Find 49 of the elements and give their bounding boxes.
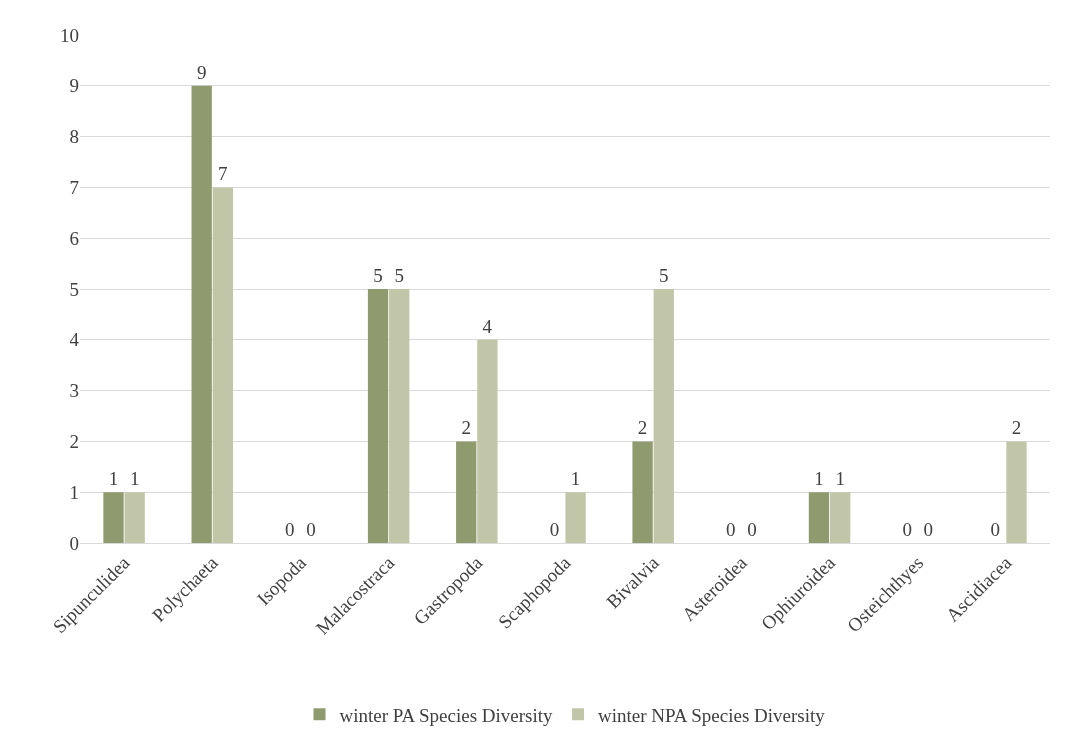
y-tick-label: 2 xyxy=(69,431,79,453)
data-label: 7 xyxy=(218,163,228,185)
bar xyxy=(1006,441,1027,543)
data-label: 0 xyxy=(990,519,1001,540)
data-label: 9 xyxy=(196,61,207,83)
data-label: 1 xyxy=(570,468,581,490)
bar xyxy=(103,492,124,543)
bar xyxy=(653,289,674,543)
y-tick-label: 1 xyxy=(69,481,79,503)
bar xyxy=(829,492,851,543)
bar xyxy=(212,187,234,543)
data-label: 5 xyxy=(659,265,669,286)
y-tick-label: 0 xyxy=(69,532,79,554)
data-label: 2 xyxy=(637,417,648,439)
data-label: 4 xyxy=(482,315,493,337)
bar xyxy=(477,339,498,543)
bar xyxy=(367,289,389,543)
y-tick-label: 10 xyxy=(60,24,79,46)
bar xyxy=(808,492,830,543)
bar xyxy=(389,289,410,543)
data-label: 2 xyxy=(1011,417,1022,439)
data-label: 0 xyxy=(923,519,934,540)
data-label: 0 xyxy=(726,519,736,540)
data-label: 0 xyxy=(306,519,316,540)
data-label: 1 xyxy=(129,468,140,490)
data-label: 1 xyxy=(814,468,824,490)
y-tick-label: 5 xyxy=(69,278,79,300)
bar xyxy=(456,441,477,543)
data-label: 0 xyxy=(285,519,295,540)
data-label: 2 xyxy=(461,417,471,439)
data-label: 0 xyxy=(902,519,912,540)
data-label: 0 xyxy=(747,519,757,540)
data-label: 0 xyxy=(549,519,560,540)
bar xyxy=(124,492,145,543)
data-label: 5 xyxy=(394,265,404,286)
y-tick-label: 6 xyxy=(69,227,79,249)
y-tick-label: 4 xyxy=(69,329,80,351)
y-tick-label: 9 xyxy=(69,75,79,97)
legend-label: winter PA Species Diversity xyxy=(339,704,554,726)
legend-label: winter NPA Species Diversity xyxy=(598,704,826,726)
y-tick-label: 7 xyxy=(69,177,79,199)
data-label: 1 xyxy=(835,468,845,490)
bar xyxy=(191,85,212,543)
y-tick-label: 3 xyxy=(69,380,79,402)
data-label: 5 xyxy=(373,265,383,286)
y-tick-label: 8 xyxy=(69,126,79,148)
bar xyxy=(632,441,653,543)
bar xyxy=(565,492,586,543)
data-label: 1 xyxy=(108,468,119,490)
